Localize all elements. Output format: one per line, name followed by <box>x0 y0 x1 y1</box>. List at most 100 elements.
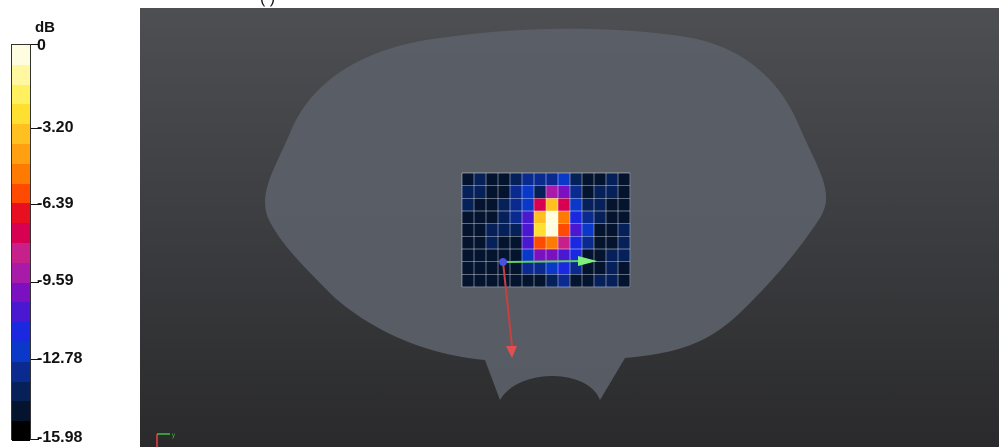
heatmap-cell <box>498 198 511 212</box>
heatmap-cell <box>546 261 559 275</box>
heatmap-cell <box>618 274 631 288</box>
heatmap-cell <box>546 249 559 263</box>
legend-swatch <box>12 262 30 284</box>
heatmap-cell <box>594 236 607 250</box>
heatmap-cell <box>618 211 631 225</box>
heatmap-cell <box>462 223 475 237</box>
heatmap-cell <box>474 261 487 275</box>
heatmap-cell <box>486 274 499 288</box>
heatmap-cell <box>606 223 619 237</box>
corner-axis-label: y <box>172 433 175 439</box>
heatmap-cell <box>534 274 547 288</box>
x-axis-arrow <box>502 260 586 263</box>
heatmap-cell <box>462 249 475 263</box>
heatmap-cell <box>606 274 619 288</box>
heatmap-cell <box>594 249 607 263</box>
legend-swatch <box>12 322 30 343</box>
legend-swatch <box>12 84 30 105</box>
legend-swatch <box>12 421 30 442</box>
heatmap-cell <box>510 185 523 199</box>
heatmap-cell <box>534 198 547 212</box>
heatmap-cell <box>474 223 487 237</box>
legend-label-min: -15.98 <box>37 429 83 446</box>
heatmap-cell <box>582 185 595 199</box>
legend-unit-label: dB <box>35 19 55 36</box>
legend-tick <box>31 282 39 283</box>
heatmap-cell <box>522 274 535 288</box>
legend-tick <box>31 204 39 205</box>
heatmap-cell <box>474 211 487 225</box>
heatmap-cell <box>606 173 619 187</box>
heatmap-cell <box>558 198 571 212</box>
heatmap-cell <box>558 236 571 250</box>
heatmap-cell <box>498 236 511 250</box>
heatmap-cell <box>570 211 583 225</box>
legend-swatch <box>12 183 30 204</box>
legend-swatch <box>12 381 30 402</box>
heatmap-cell <box>522 249 535 263</box>
legend-swatch <box>12 302 30 323</box>
heatmap-cell <box>546 198 559 212</box>
heatmap-cell <box>486 261 499 275</box>
heatmap-cell <box>534 236 547 250</box>
heatmap-cell <box>570 223 583 237</box>
heatmap-cell <box>582 223 595 237</box>
heatmap-cell <box>618 173 631 187</box>
heatmap-cell <box>522 185 535 199</box>
heatmap-cell <box>486 249 499 263</box>
heatmap-cell <box>486 185 499 199</box>
legend-swatch <box>12 243 30 264</box>
heatmap-cell <box>462 236 475 250</box>
heatmap-cell <box>510 236 523 250</box>
legend-swatch <box>12 124 30 145</box>
heatmap-cell <box>558 261 571 275</box>
heatmap-cell <box>474 249 487 263</box>
heatmap-cell <box>498 173 511 187</box>
heatmap-cell <box>606 249 619 263</box>
legend-label: -9.59 <box>37 272 74 289</box>
heatmap-cell <box>582 274 595 288</box>
heatmap-cell <box>522 211 535 225</box>
heatmap-cell <box>618 236 631 250</box>
heatmap-cell <box>570 274 583 288</box>
heatmap-cell <box>582 211 595 225</box>
heatmap-cell <box>510 249 523 263</box>
legend-label: -12.78 <box>37 350 83 367</box>
legend-swatch <box>12 104 30 125</box>
heatmap-cell <box>486 236 499 250</box>
heatmap-cell <box>618 223 631 237</box>
heatmap-cell <box>606 198 619 212</box>
3d-viewport[interactable]: y <box>140 8 999 447</box>
heatmap-cell <box>582 261 595 275</box>
heatmap-cell <box>486 198 499 212</box>
heatmap-cell <box>594 223 607 237</box>
heatmap-cell <box>618 249 631 263</box>
heatmap-cell <box>570 185 583 199</box>
legend-tick <box>31 128 39 129</box>
legend-tick <box>31 359 39 360</box>
origin-marker <box>499 258 507 266</box>
heatmap-cell <box>510 173 523 187</box>
heatmap-cell <box>594 185 607 199</box>
heatmap-cell <box>462 261 475 275</box>
heatmap-cell <box>606 211 619 225</box>
heatmap-cell <box>546 274 559 288</box>
heatmap-cell <box>570 236 583 250</box>
heatmap-cell <box>474 274 487 288</box>
heatmap-cell <box>558 185 571 199</box>
legend-swatch <box>12 361 30 383</box>
heatmap-cell <box>462 211 475 225</box>
heatmap-cell <box>594 198 607 212</box>
heatmap-cell <box>558 223 571 237</box>
heatmap-cell <box>546 173 559 187</box>
heatmap-cell <box>522 261 535 275</box>
legend-swatch <box>12 45 30 66</box>
heatmap-cell <box>594 261 607 275</box>
scene-svg[interactable]: y <box>140 8 999 447</box>
legend-swatch <box>12 163 30 185</box>
heatmap-cell <box>522 223 535 237</box>
heatmap-cell <box>606 261 619 275</box>
sar-heatmap[interactable] <box>461 172 631 288</box>
heatmap-cell <box>522 173 535 187</box>
legend-swatch <box>12 64 30 86</box>
